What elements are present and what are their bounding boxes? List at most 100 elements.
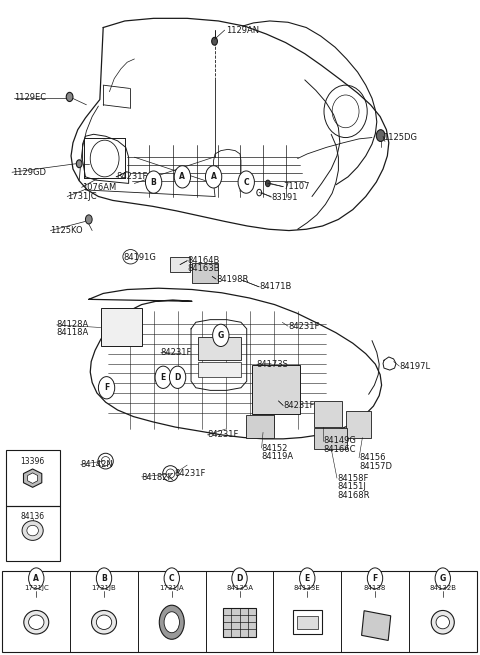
Text: D: D [236,574,243,583]
Text: E: E [305,574,310,583]
Ellipse shape [29,615,44,629]
Circle shape [232,568,247,589]
Text: F: F [104,383,109,392]
Circle shape [367,568,383,589]
Polygon shape [28,473,37,483]
Circle shape [96,568,112,589]
Text: 13396: 13396 [21,457,45,466]
Text: A: A [33,574,39,583]
Bar [223,608,256,637]
Bar [246,415,274,438]
Circle shape [29,568,44,589]
Text: 84156: 84156 [359,453,385,462]
Text: 84133E: 84133E [294,584,321,591]
Text: 1129EC: 1129EC [14,93,47,102]
Text: 84119A: 84119A [262,452,294,461]
Text: 84128A: 84128A [57,320,89,329]
Circle shape [145,171,162,193]
Text: 84158F: 84158F [337,474,368,483]
Text: 84163B: 84163B [187,264,220,273]
Text: 1731JA: 1731JA [159,584,184,591]
Text: 84132B: 84132B [429,584,456,591]
Text: 84136: 84136 [21,512,45,521]
Text: 84173S: 84173S [257,360,288,369]
Bar [192,263,218,283]
Text: 84118A: 84118A [57,328,89,337]
Text: 84231F: 84231F [288,322,319,331]
Circle shape [212,37,217,45]
Text: B: B [101,574,107,583]
Ellipse shape [96,615,112,629]
Text: 84171B: 84171B [259,282,291,291]
Text: 84182K: 84182K [142,473,174,482]
Text: 1076AM: 1076AM [82,183,116,192]
Bar [170,257,190,272]
Text: A: A [211,172,216,181]
Text: 1731JC: 1731JC [24,584,48,591]
Text: G: G [440,574,446,583]
Text: B: B [151,178,156,187]
Text: 84231F: 84231F [161,348,192,357]
Circle shape [85,215,92,224]
Circle shape [376,130,385,141]
Circle shape [205,166,222,188]
Polygon shape [24,469,42,487]
Text: 84135A: 84135A [226,584,253,591]
Text: 84231F: 84231F [175,469,206,478]
Text: 1125KO: 1125KO [50,226,83,235]
Text: G: G [217,331,224,340]
Bar [361,610,391,641]
Bar [314,401,342,427]
Text: 84166C: 84166C [323,445,356,454]
Circle shape [155,366,171,388]
Bar [297,616,318,629]
Bar [252,365,300,414]
Text: 84164B: 84164B [187,256,219,265]
Circle shape [300,568,315,589]
Text: 84138: 84138 [364,584,386,591]
Ellipse shape [22,521,43,540]
Text: 84151J: 84151J [337,482,366,491]
Ellipse shape [24,610,49,634]
Circle shape [164,568,180,589]
Circle shape [76,160,82,168]
Text: 84198R: 84198R [216,274,248,284]
Text: 1129GD: 1129GD [12,168,46,177]
Text: 84231F: 84231F [117,172,148,181]
Circle shape [174,166,191,188]
Text: D: D [174,373,181,382]
Bar [6,450,60,506]
Text: 84149G: 84149G [323,436,356,445]
Text: 84157D: 84157D [359,462,392,471]
Ellipse shape [92,610,117,634]
Text: 84191G: 84191G [124,253,156,262]
Text: 84231F: 84231F [283,401,314,410]
Ellipse shape [159,605,184,639]
Bar [6,506,60,561]
Text: F: F [372,574,378,583]
Text: 84142N: 84142N [81,460,113,469]
Ellipse shape [27,525,38,536]
Circle shape [66,92,73,102]
Circle shape [169,366,186,388]
Bar [198,337,241,360]
Text: 71107: 71107 [283,182,310,191]
Circle shape [98,377,115,399]
Text: 1731JB: 1731JB [92,584,116,591]
Circle shape [265,180,270,187]
Text: A: A [180,172,185,181]
Text: 1129AN: 1129AN [226,26,259,35]
Ellipse shape [431,610,454,634]
Bar [293,610,322,634]
Circle shape [213,324,229,346]
Text: 84197L: 84197L [399,362,431,371]
Bar [346,411,371,438]
Text: 84152: 84152 [262,443,288,453]
Text: 84231F: 84231F [207,430,239,440]
Text: 1125DG: 1125DG [383,133,417,142]
Text: 84168R: 84168R [337,491,370,500]
Text: C: C [243,178,249,187]
Circle shape [238,171,254,193]
Text: 83191: 83191 [271,193,298,202]
Bar [198,362,241,377]
